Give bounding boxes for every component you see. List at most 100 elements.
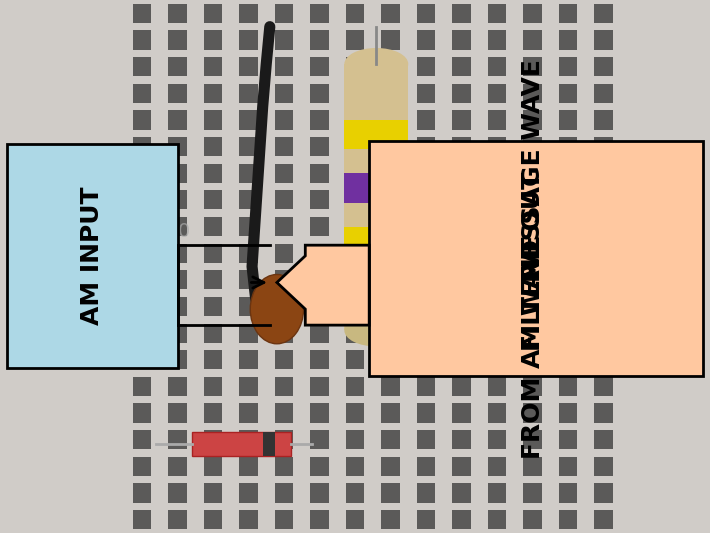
Bar [523, 244, 542, 263]
Bar [275, 137, 293, 156]
Bar [275, 430, 293, 449]
Bar [417, 57, 435, 76]
Bar [310, 164, 329, 183]
Bar [204, 137, 222, 156]
Bar [452, 403, 471, 423]
Bar [452, 30, 471, 50]
Bar [346, 324, 364, 343]
Bar [488, 377, 506, 396]
Bar [381, 350, 400, 369]
Bar [133, 4, 151, 23]
Bar [275, 164, 293, 183]
Bar [275, 403, 293, 423]
Bar [263, 432, 275, 456]
Ellipse shape [251, 274, 304, 344]
Bar [452, 84, 471, 103]
Bar [417, 297, 435, 316]
Bar [488, 350, 506, 369]
Bar [275, 244, 293, 263]
Bar [417, 430, 435, 449]
Bar [275, 457, 293, 476]
Bar [523, 510, 542, 529]
Bar [239, 137, 258, 156]
Bar [594, 4, 613, 23]
Bar [168, 57, 187, 76]
Bar [239, 217, 258, 236]
Bar [133, 164, 151, 183]
Bar [594, 350, 613, 369]
Bar [133, 217, 151, 236]
Bar [452, 430, 471, 449]
Bar [346, 57, 364, 76]
Bar [344, 173, 408, 203]
Bar [559, 4, 577, 23]
Bar [168, 164, 187, 183]
Bar [594, 297, 613, 316]
Bar [381, 217, 400, 236]
Ellipse shape [344, 48, 408, 80]
Bar [346, 217, 364, 236]
Bar [346, 244, 364, 263]
Bar [417, 84, 435, 103]
Bar [310, 350, 329, 369]
Bar [488, 403, 506, 423]
Bar [488, 510, 506, 529]
Bar [381, 84, 400, 103]
Bar [381, 137, 400, 156]
Bar [523, 270, 542, 289]
Bar [417, 217, 435, 236]
Bar [346, 110, 364, 130]
Bar [310, 297, 329, 316]
Text: FILTERD OUT: FILTERD OUT [520, 172, 545, 351]
Bar [381, 57, 400, 76]
Bar [204, 510, 222, 529]
Bar [523, 57, 542, 76]
Bar [168, 377, 187, 396]
Bar [594, 84, 613, 103]
Bar [168, 270, 187, 289]
Bar [239, 297, 258, 316]
Bar [168, 457, 187, 476]
Bar [344, 227, 408, 256]
Bar [452, 217, 471, 236]
Bar [275, 510, 293, 529]
Bar [452, 510, 471, 529]
Bar [594, 270, 613, 289]
Bar [417, 110, 435, 130]
Bar [168, 30, 187, 50]
Bar [310, 137, 329, 156]
Bar [523, 430, 542, 449]
Bar [559, 350, 577, 369]
Bar [381, 4, 400, 23]
Bar [168, 403, 187, 423]
Bar [133, 457, 151, 476]
Bar [133, 137, 151, 156]
Bar [381, 457, 400, 476]
Bar [523, 403, 542, 423]
Bar [381, 403, 400, 423]
Bar [168, 84, 187, 103]
Bar [381, 324, 400, 343]
Bar [488, 84, 506, 103]
Bar [168, 297, 187, 316]
Text: 5: 5 [426, 222, 439, 241]
Bar [381, 377, 400, 396]
Bar [239, 270, 258, 289]
FancyBboxPatch shape [369, 141, 703, 376]
Bar [381, 270, 400, 289]
Bar [559, 217, 577, 236]
Bar [452, 244, 471, 263]
Bar [133, 510, 151, 529]
Bar [594, 190, 613, 209]
Bar [523, 137, 542, 156]
Bar [452, 297, 471, 316]
Bar [239, 430, 258, 449]
Bar [310, 110, 329, 130]
Bar [275, 84, 293, 103]
Bar [452, 164, 471, 183]
Bar [417, 244, 435, 263]
Bar [452, 57, 471, 76]
Bar [133, 110, 151, 130]
Bar [346, 137, 364, 156]
Bar [133, 57, 151, 76]
